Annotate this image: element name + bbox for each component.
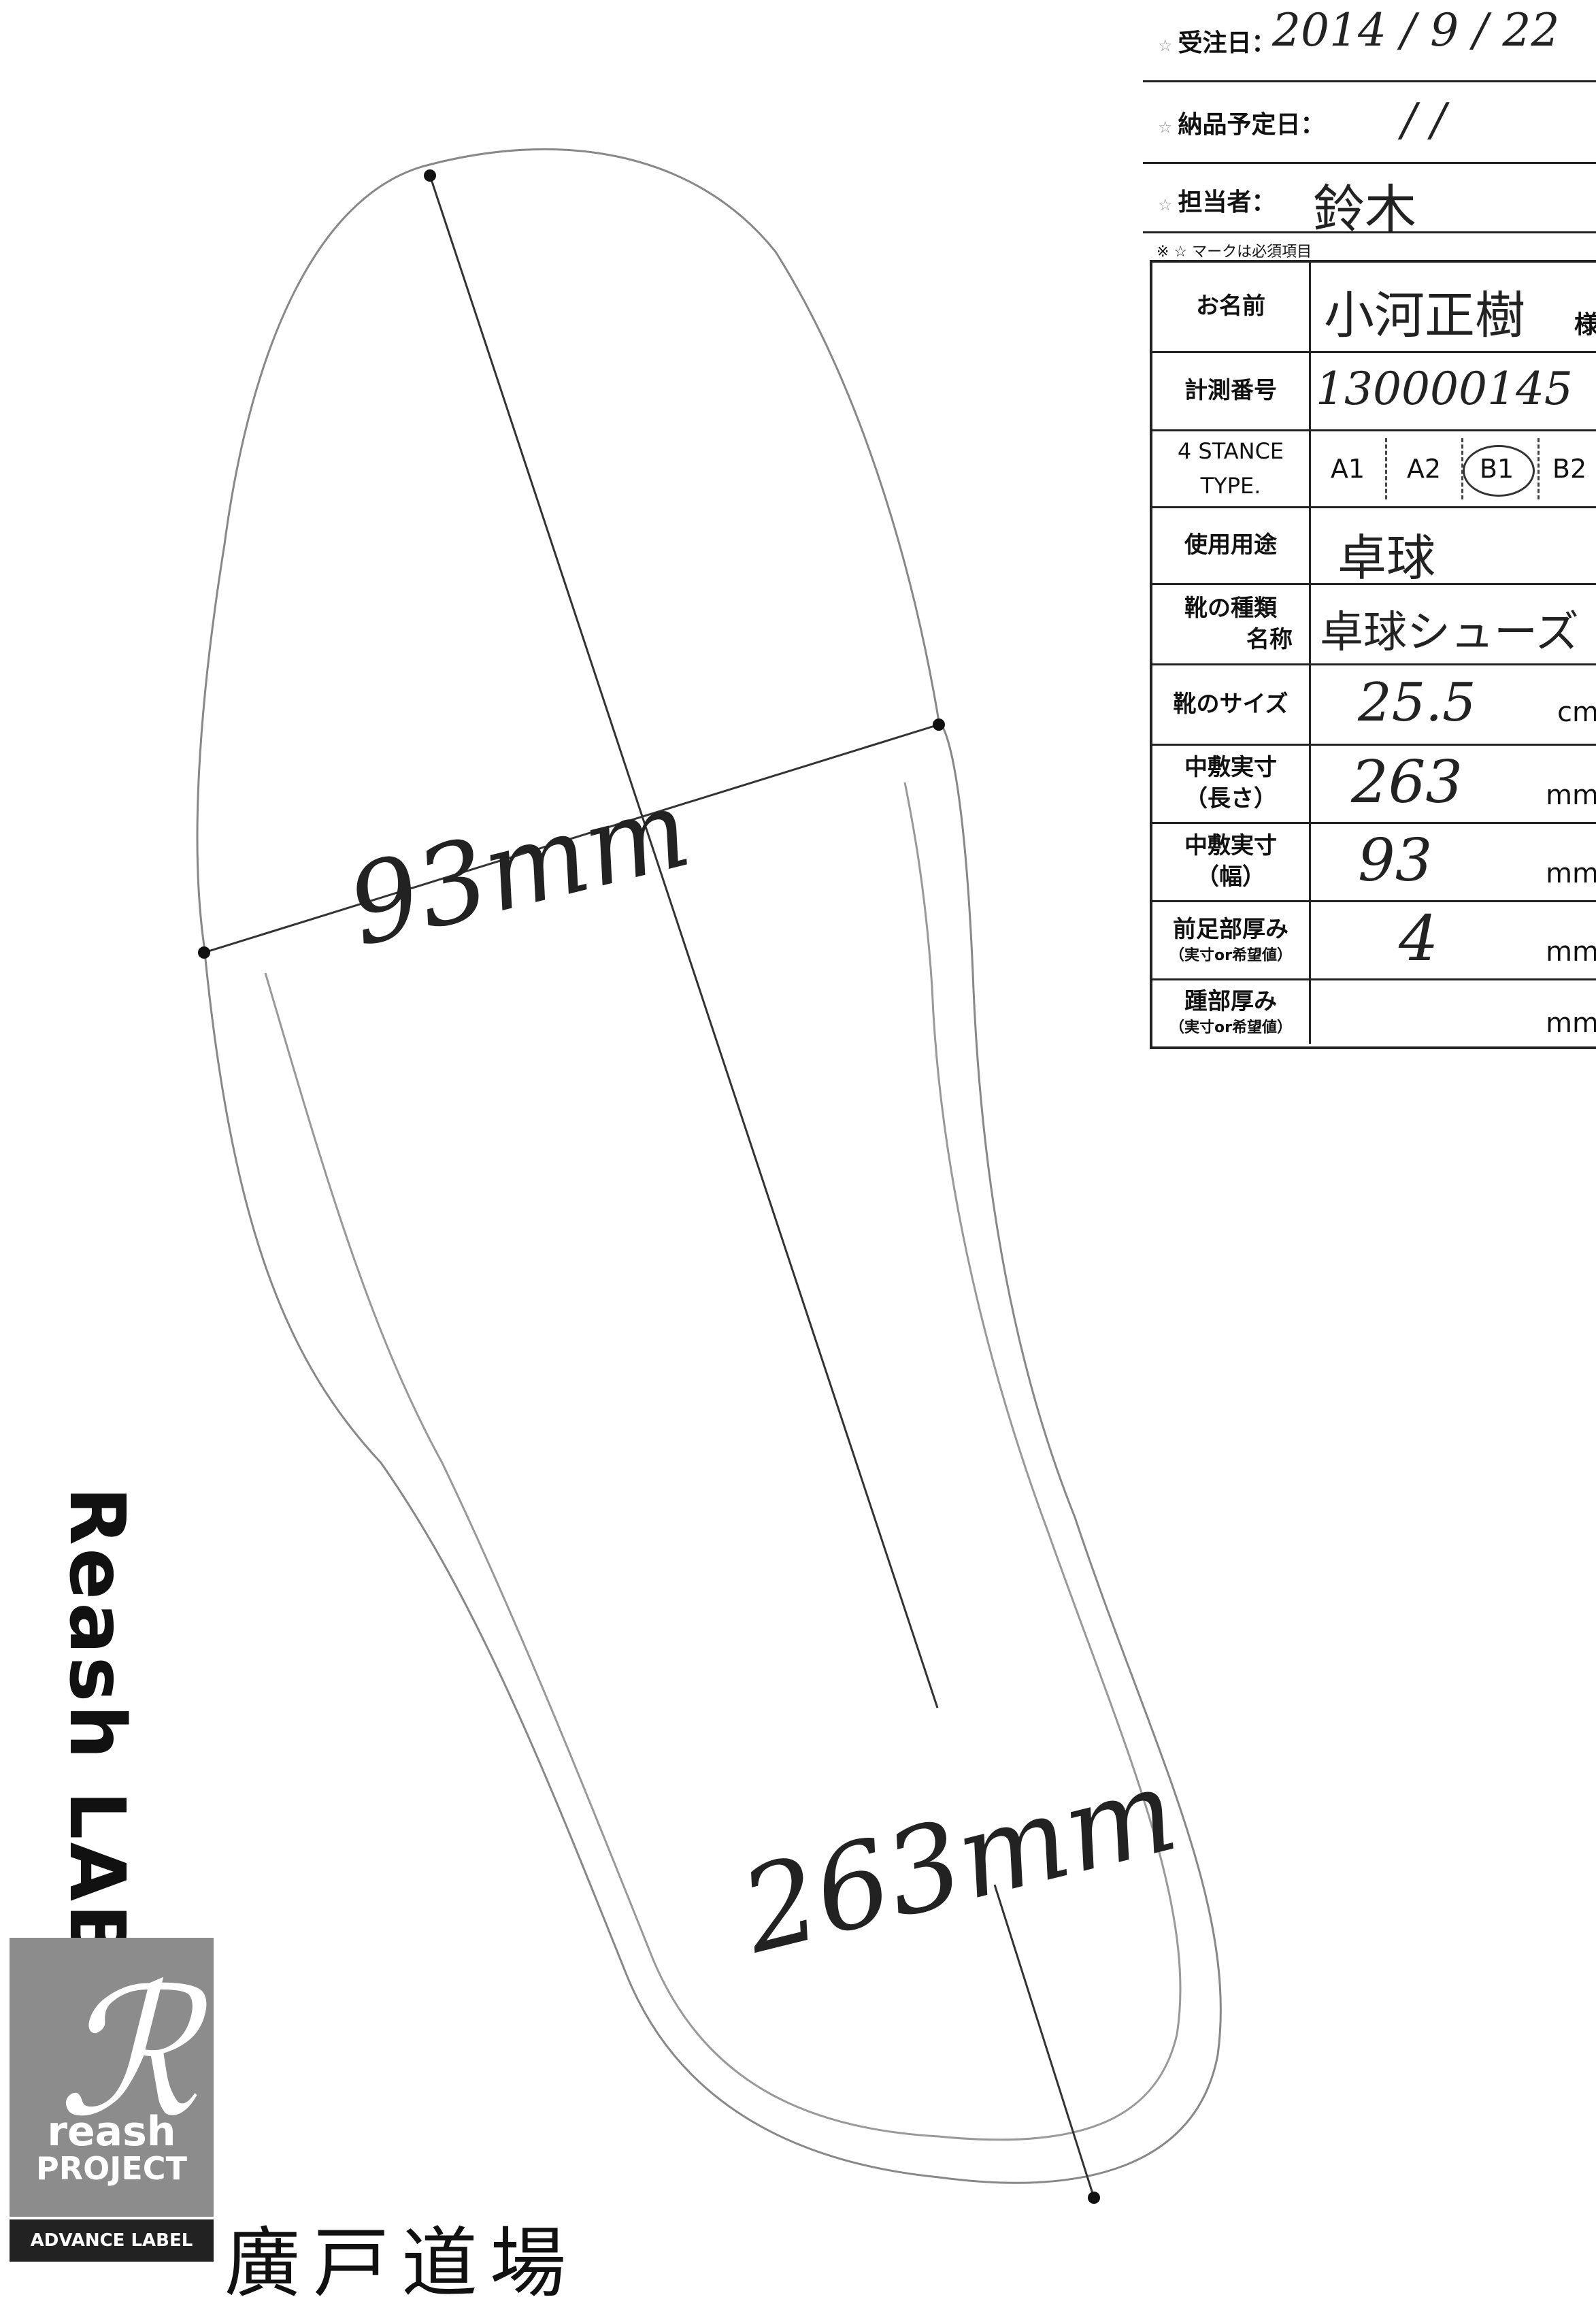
order-form: ☆ 受注日： 2014 / 9 / 22 ☆ 納品予定日： / / ☆ 担当者： 鈴木… [1143, 0, 1596, 1049]
insole-outline-inner [264, 782, 1182, 2141]
reash-lab-logo: Reash LAB. [52, 1487, 141, 1997]
name-value[interactable]: 小河正樹 [1324, 286, 1525, 345]
name-suffix: 様 [1574, 311, 1596, 339]
delivery-date-value[interactable]: / / [1401, 94, 1446, 146]
reash-r-mark-icon: ℛ [57, 1951, 199, 2156]
staff-label: ☆ 担当者： [1158, 188, 1276, 216]
stance-option-b1[interactable]: B1 [1479, 454, 1514, 484]
insole-length-label: 中敷実寸 （長さ） [1152, 746, 1311, 822]
required-note: ※ ☆ マークは必須項目 [1157, 244, 1312, 261]
shoe-type-label: 靴の種類 名称 [1152, 585, 1311, 663]
insole-length-value[interactable]: 263 [1351, 748, 1463, 816]
forefoot-thickness-unit: mm [1546, 936, 1596, 968]
received-date-row: ☆ 受注日： 2014 / 9 / 22 [1143, 0, 1596, 82]
shoe-type-value[interactable]: 卓球シューズ [1320, 608, 1579, 658]
name-label: お名前 [1152, 263, 1311, 351]
delivery-date-row: ☆ 納品予定日： / / [1143, 82, 1596, 164]
stance-option-a2[interactable]: A2 [1406, 454, 1442, 484]
forefoot-thickness-value[interactable]: 4 [1399, 902, 1439, 975]
measurement-table: お名前 小河正樹 様 計測番号 130000145 4 STANCE TYPE. … [1150, 260, 1596, 1049]
stance-option-b2[interactable]: B2 [1552, 454, 1587, 484]
heel-thickness-label: 踵部厚み （実寸or希望値） [1152, 980, 1311, 1044]
staff-row: ☆ 担当者： 鈴木 [1143, 163, 1596, 240]
logo-sub: PROJECT [36, 2150, 187, 2187]
measure-number-row: 計測番号 130000145 [1152, 353, 1596, 431]
logo-band: ADVANCE LABEL [10, 2219, 214, 2262]
length-point-top [424, 169, 436, 182]
length-measure-line [429, 175, 939, 1708]
logo-word: reash [47, 2108, 176, 2156]
dojo-name: 廣戸道場 [225, 2219, 578, 2308]
usage-label: 使用用途 [1152, 508, 1311, 583]
heel-thickness-unit: mm [1546, 1008, 1596, 1039]
star-icon: ☆ [1158, 195, 1173, 214]
insole-outline-outer [196, 148, 1222, 2184]
insole-width-value[interactable]: 93 [1358, 827, 1433, 895]
usage-row: 使用用途 卓球 [1152, 508, 1596, 587]
name-row: お名前 小河正樹 様 [1152, 263, 1596, 353]
received-date-value[interactable]: 2014 / 9 / 22 [1272, 4, 1560, 56]
width-annotation: 93mm [336, 764, 701, 971]
shoe-size-row: 靴のサイズ 25.5 cm [1152, 665, 1596, 746]
forefoot-thickness-row: 前足部厚み （実寸or希望値） 4 mm [1152, 902, 1596, 980]
length-point-bottom [1088, 2192, 1100, 2204]
measure-number-value[interactable]: 130000145 [1316, 363, 1573, 415]
measure-number-label: 計測番号 [1152, 353, 1311, 429]
width-point-right [933, 719, 945, 731]
reash-project-logo: ℛ reash PROJECT [10, 1938, 214, 2217]
insole-length-unit: mm [1546, 780, 1596, 811]
star-icon: ☆ [1158, 36, 1173, 55]
length-annotation: 263mm [729, 1743, 1189, 1980]
staff-value[interactable]: 鈴木 [1313, 179, 1416, 240]
forefoot-thickness-label: 前足部厚み （実寸or希望値） [1152, 902, 1311, 978]
shoe-size-value[interactable]: 25.5 [1358, 672, 1476, 733]
star-icon: ☆ [1158, 118, 1173, 137]
received-date-label: ☆ 受注日： [1158, 29, 1276, 57]
width-point-left [198, 946, 210, 959]
shoe-size-unit: cm [1557, 697, 1596, 728]
shoe-type-row: 靴の種類 名称 卓球シューズ [1152, 585, 1596, 665]
insole-width-unit: mm [1546, 858, 1596, 889]
stance-selected-circle [1463, 445, 1535, 497]
stance-type-row: 4 STANCE TYPE. A1 A2 B1 B2 [1152, 431, 1596, 508]
insole-width-label: 中敷実寸 （幅） [1152, 824, 1311, 900]
width-measure-line [203, 723, 940, 954]
stance-type-label: 4 STANCE TYPE. [1152, 431, 1311, 506]
delivery-date-label: ☆ 納品予定日： [1158, 111, 1325, 139]
usage-value[interactable]: 卓球 [1337, 529, 1436, 587]
heel-thickness-row: 踵部厚み （実寸or希望値） mm [1152, 980, 1596, 1044]
length-measure-line-lower [993, 1884, 1095, 2198]
insole-width-row: 中敷実寸 （幅） 93 mm [1152, 824, 1596, 902]
insole-length-row: 中敷実寸 （長さ） 263 mm [1152, 746, 1596, 824]
stance-option-a1[interactable]: A1 [1330, 454, 1365, 484]
shoe-size-label: 靴のサイズ [1152, 665, 1311, 744]
